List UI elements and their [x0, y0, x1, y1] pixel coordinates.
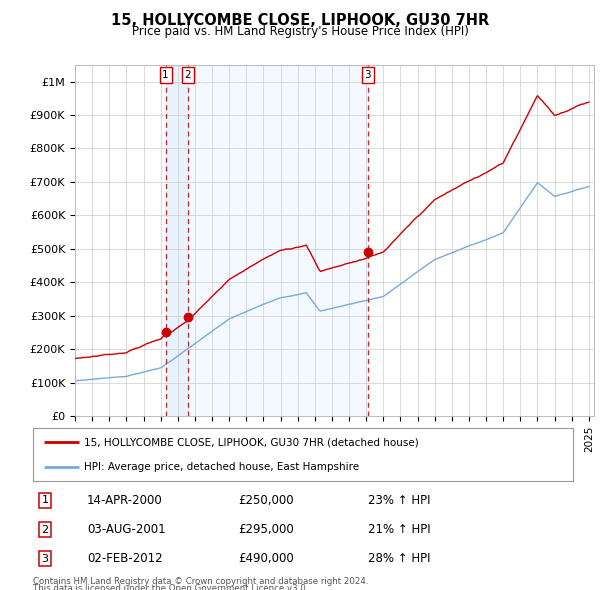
Text: 15, HOLLYCOMBE CLOSE, LIPHOOK, GU30 7HR: 15, HOLLYCOMBE CLOSE, LIPHOOK, GU30 7HR [111, 13, 489, 28]
Text: 15, HOLLYCOMBE CLOSE, LIPHOOK, GU30 7HR (detached house): 15, HOLLYCOMBE CLOSE, LIPHOOK, GU30 7HR … [84, 437, 419, 447]
Text: £250,000: £250,000 [238, 494, 294, 507]
Text: 2: 2 [185, 70, 191, 80]
Text: This data is licensed under the Open Government Licence v3.0.: This data is licensed under the Open Gov… [33, 584, 308, 590]
Text: £490,000: £490,000 [238, 552, 294, 565]
Text: 3: 3 [364, 70, 371, 80]
Text: Contains HM Land Registry data © Crown copyright and database right 2024.: Contains HM Land Registry data © Crown c… [33, 577, 368, 586]
Text: HPI: Average price, detached house, East Hampshire: HPI: Average price, detached house, East… [84, 461, 359, 471]
Text: 03-AUG-2001: 03-AUG-2001 [87, 523, 166, 536]
Text: 02-FEB-2012: 02-FEB-2012 [87, 552, 163, 565]
Text: 1: 1 [162, 70, 169, 80]
Bar [166, 65, 188, 416]
Text: £295,000: £295,000 [238, 523, 294, 536]
Text: 3: 3 [41, 554, 49, 564]
Text: 28% ↑ HPI: 28% ↑ HPI [368, 552, 430, 565]
Text: 23% ↑ HPI: 23% ↑ HPI [368, 494, 430, 507]
Bar [188, 65, 368, 416]
Text: 1: 1 [41, 495, 49, 505]
Text: Price paid vs. HM Land Registry's House Price Index (HPI): Price paid vs. HM Land Registry's House … [131, 25, 469, 38]
Text: 14-APR-2000: 14-APR-2000 [87, 494, 163, 507]
Text: 2: 2 [41, 525, 49, 535]
Text: 21% ↑ HPI: 21% ↑ HPI [368, 523, 430, 536]
